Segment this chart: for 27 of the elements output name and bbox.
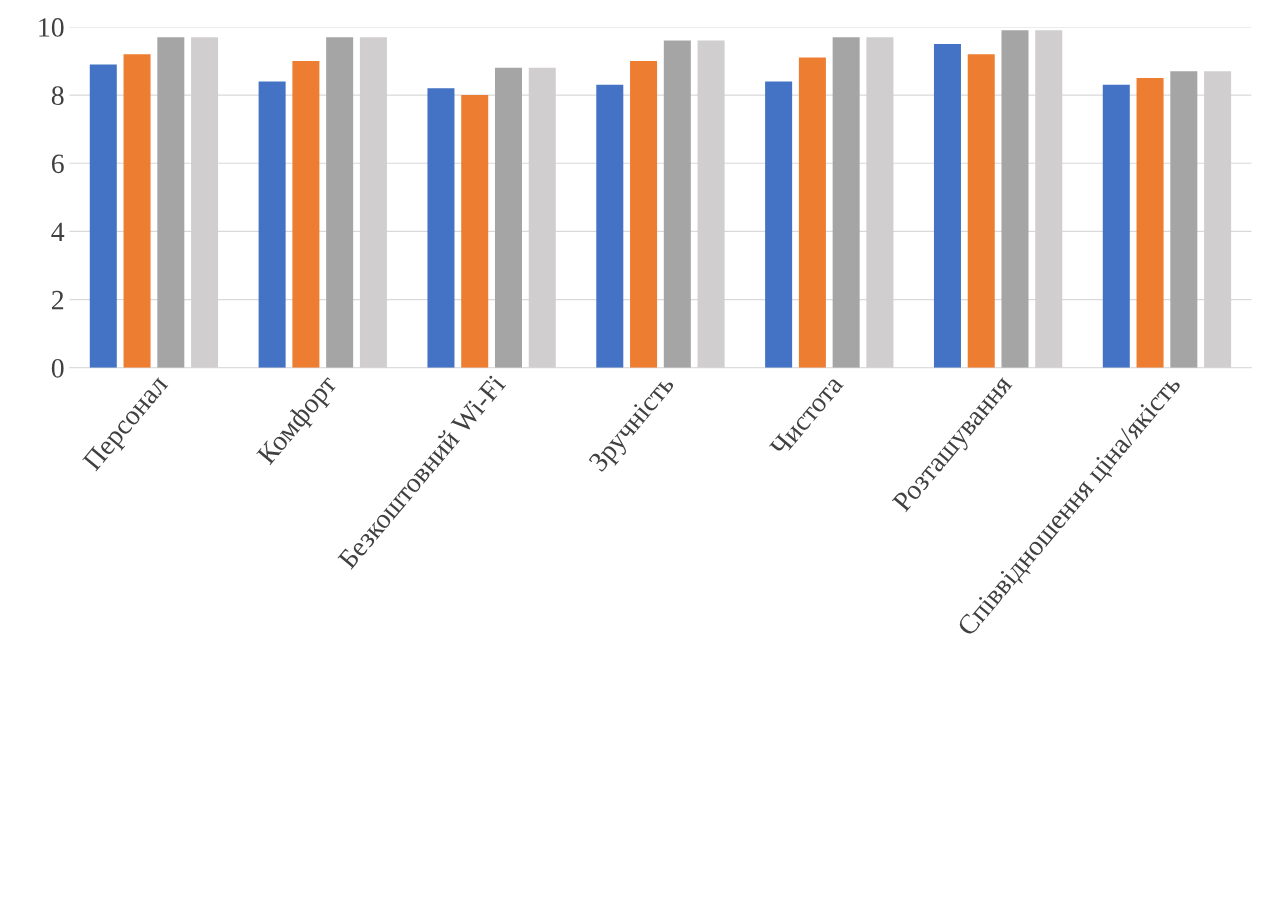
bar xyxy=(123,54,151,368)
y-tick-label: 8 xyxy=(51,86,64,105)
bar xyxy=(832,37,860,368)
bar xyxy=(1136,78,1164,368)
bar xyxy=(157,37,185,368)
bar xyxy=(1001,30,1029,368)
bar xyxy=(292,61,320,368)
bar xyxy=(765,81,793,368)
bar xyxy=(1102,84,1130,368)
bar xyxy=(1170,71,1198,368)
bar xyxy=(663,40,691,368)
bar xyxy=(798,57,826,368)
y-tick-label: 6 xyxy=(51,154,64,174)
bar xyxy=(596,84,624,368)
bar xyxy=(967,54,995,368)
y-tick-label: 10 xyxy=(39,18,64,37)
bar xyxy=(326,37,354,368)
bar xyxy=(933,43,961,368)
y-tick-label: 0 xyxy=(51,358,64,378)
bar xyxy=(258,81,286,368)
y-tick-label: 2 xyxy=(51,290,64,310)
bar xyxy=(89,64,117,368)
bar xyxy=(427,88,455,368)
bar xyxy=(630,61,658,368)
bar xyxy=(494,67,522,368)
y-tick-label: 4 xyxy=(51,222,65,242)
bar xyxy=(461,95,489,368)
